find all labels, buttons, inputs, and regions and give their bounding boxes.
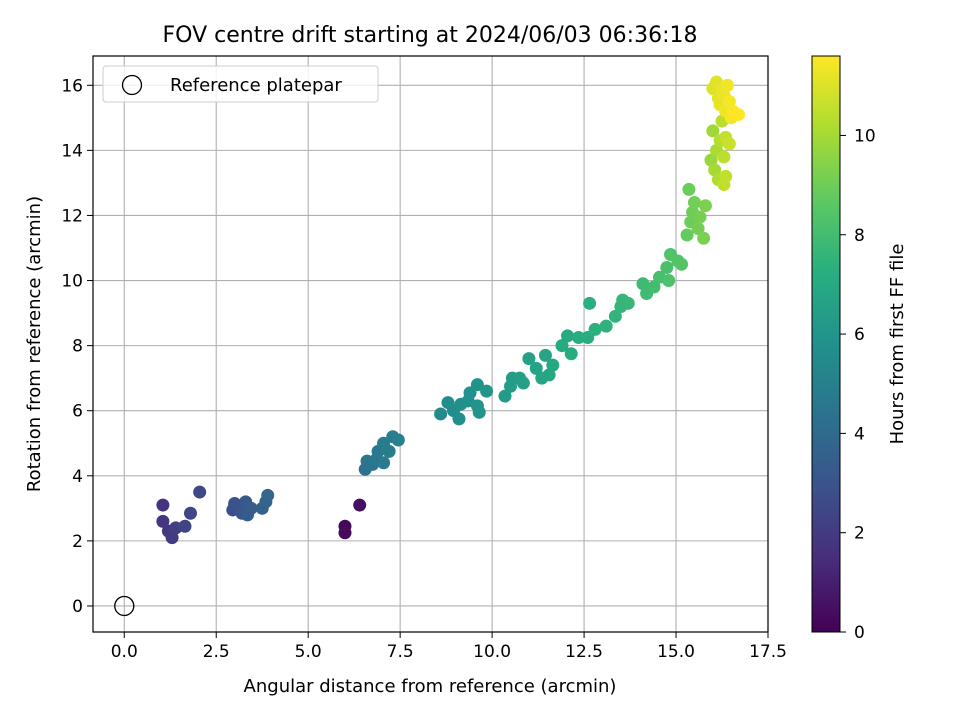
scatter-point bbox=[244, 501, 258, 515]
y-tick-label: 16 bbox=[61, 76, 83, 96]
colorbar-tick-label: 2 bbox=[854, 524, 865, 544]
scatter-point bbox=[542, 368, 556, 382]
reference-platepar-point bbox=[114, 595, 135, 617]
scatter-point bbox=[529, 361, 543, 375]
scatter-point bbox=[498, 389, 512, 403]
colorbar-label: Hours from first FF file bbox=[887, 244, 908, 445]
x-tick-label: 17.5 bbox=[749, 642, 787, 662]
colorbar-ticks: 0 2 4 6 8 10 bbox=[840, 126, 876, 643]
y-tick-label: 8 bbox=[72, 337, 83, 357]
scatter-point bbox=[391, 433, 405, 447]
colorbar-tick-label: 4 bbox=[854, 424, 865, 444]
scatter-point bbox=[546, 358, 560, 372]
scatter-point bbox=[522, 352, 536, 366]
x-tick-label: 10.0 bbox=[473, 642, 511, 662]
scatter-point bbox=[691, 221, 705, 235]
scatter-point bbox=[687, 195, 701, 209]
scatter-point bbox=[719, 169, 733, 183]
y-tick-label: 10 bbox=[61, 272, 83, 292]
x-tick-label: 2.5 bbox=[203, 642, 230, 662]
scatter-point bbox=[704, 153, 718, 167]
y-axis-label: Rotation from reference (arcmin) bbox=[24, 196, 45, 492]
scatter-point bbox=[675, 257, 689, 271]
scatter-point bbox=[561, 329, 575, 343]
scatter-point bbox=[698, 199, 712, 213]
x-tick-label: 7.5 bbox=[387, 642, 414, 662]
scatter-point bbox=[599, 319, 613, 333]
x-axis-label: Angular distance from reference (arcmin) bbox=[244, 676, 617, 697]
scatter-point bbox=[183, 506, 197, 520]
colorbar-tick-label: 8 bbox=[854, 226, 865, 246]
scatter-point bbox=[706, 124, 720, 138]
colorbar-tick-label: 10 bbox=[854, 126, 876, 146]
reference-marker bbox=[114, 595, 135, 617]
chart-title: FOV centre drift starting at 2024/06/03 … bbox=[163, 23, 698, 48]
scatter-point bbox=[588, 322, 602, 336]
scatter-point bbox=[564, 347, 578, 361]
scatter-point bbox=[647, 280, 661, 294]
y-tick-label: 2 bbox=[72, 532, 83, 552]
scatter-point bbox=[480, 384, 494, 398]
colorbar-tick-label: 0 bbox=[854, 623, 865, 643]
colorbar: 0 2 4 6 8 10 Hours from first FF file bbox=[811, 55, 908, 643]
scatter-point bbox=[722, 95, 736, 109]
scatter-point bbox=[636, 277, 650, 291]
scatter-point bbox=[538, 348, 552, 362]
scatter-point bbox=[338, 526, 352, 540]
plot-frame bbox=[92, 55, 769, 633]
colorbar-tick-label: 6 bbox=[854, 325, 865, 345]
y-tick-label: 4 bbox=[72, 467, 83, 487]
scatter-point bbox=[555, 339, 569, 353]
x-tick-label: 0.0 bbox=[111, 642, 138, 662]
scatter-point bbox=[382, 444, 396, 458]
scatter-point bbox=[261, 488, 275, 502]
x-tick-label: 5.0 bbox=[295, 642, 322, 662]
scatter-point bbox=[572, 330, 586, 344]
legend-open-circle-marker bbox=[121, 74, 143, 96]
scatter-point bbox=[682, 182, 696, 196]
grid-lines bbox=[93, 56, 769, 632]
x-axis-ticks: 0.0 2.5 5.0 7.5 10.0 12.5 15.0 17.5 bbox=[111, 632, 787, 662]
scatter-point bbox=[660, 261, 674, 275]
scatter-point bbox=[156, 514, 170, 528]
scatter-point bbox=[434, 407, 448, 421]
data-points bbox=[156, 75, 746, 545]
scatter-point bbox=[353, 498, 367, 512]
scatter-point bbox=[697, 231, 711, 245]
scatter-point bbox=[721, 78, 735, 92]
x-tick-label: 15.0 bbox=[657, 642, 695, 662]
legend-label: Reference platepar bbox=[170, 75, 342, 96]
y-tick-label: 14 bbox=[61, 141, 83, 161]
x-tick-label: 12.5 bbox=[565, 642, 603, 662]
y-tick-label: 12 bbox=[61, 206, 83, 226]
scatter-point bbox=[193, 485, 207, 499]
colorbar-gradient bbox=[811, 55, 841, 633]
scatter-point bbox=[621, 296, 635, 310]
scatter-point bbox=[156, 498, 170, 512]
scatter-point bbox=[377, 456, 391, 470]
scatter-point bbox=[583, 296, 597, 310]
scatter-point bbox=[472, 405, 486, 419]
y-tick-label: 6 bbox=[72, 402, 83, 422]
scatter-point bbox=[708, 163, 722, 177]
scatter-point bbox=[693, 210, 707, 224]
scatter-point bbox=[680, 228, 694, 242]
legend-box bbox=[102, 65, 379, 103]
scatter-point bbox=[165, 531, 179, 545]
y-tick-label: 0 bbox=[72, 597, 83, 617]
y-axis-ticks: 0 2 4 6 8 10 12 14 16 bbox=[61, 76, 93, 617]
scatter-point bbox=[608, 309, 622, 323]
legend: Reference platepar bbox=[102, 65, 379, 103]
scatter-point bbox=[662, 274, 676, 288]
scatter-point bbox=[178, 519, 192, 533]
scatter-point bbox=[470, 378, 484, 392]
scatter-point bbox=[722, 137, 736, 151]
scatter-point bbox=[732, 108, 746, 122]
scatter-point bbox=[452, 412, 466, 426]
scatter-point bbox=[717, 150, 731, 164]
scatter-point bbox=[516, 376, 530, 390]
